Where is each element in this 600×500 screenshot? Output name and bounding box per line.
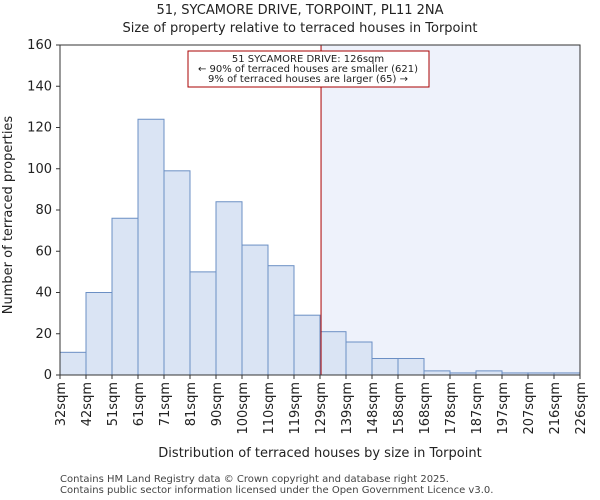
annotation-line3: 9% of terraced houses are larger (65) → <box>208 74 408 85</box>
annotation-box: 51 SYCAMORE DRIVE: 126sqm ← 90% of terra… <box>187 50 430 88</box>
y-tick-label-20: 20 <box>35 327 52 342</box>
x-tick-label-71sqm: 71sqm <box>158 382 173 426</box>
bar-32sqm <box>59 351 87 376</box>
bar-71sqm <box>163 170 191 376</box>
x-tick-label-148sqm: 148sqm <box>366 382 381 435</box>
x-tick-label-51sqm: 51sqm <box>106 382 121 426</box>
x-tick-label-158sqm: 158sqm <box>392 382 407 435</box>
annotation-line2: ← 90% of terraced houses are smaller (62… <box>198 64 418 75</box>
x-tick-label-81sqm: 81sqm <box>184 382 199 426</box>
x-tick-label-61sqm: 61sqm <box>132 382 147 426</box>
x-tick-label-187sqm: 187sqm <box>470 382 485 435</box>
y-axis-label: Number of terraced properties <box>1 116 16 315</box>
bar-168sqm <box>423 370 451 376</box>
chart-subtitle: Size of property relative to terraced ho… <box>123 21 478 36</box>
bar-61sqm <box>137 118 165 376</box>
bars-group <box>59 118 581 376</box>
x-tick-label-129sqm: 129sqm <box>314 382 329 435</box>
bar-42sqm <box>85 292 113 376</box>
y-tick-label-80: 80 <box>35 203 52 218</box>
x-tick-label-90sqm: 90sqm <box>210 382 225 426</box>
x-tick-label-197sqm: 197sqm <box>496 382 511 435</box>
x-tick-label-216sqm: 216sqm <box>548 382 563 435</box>
larger-region-highlight <box>321 45 580 375</box>
x-tick-label-168sqm: 168sqm <box>418 382 433 435</box>
x-tick-label-139sqm: 139sqm <box>340 382 355 435</box>
footer-line1: Contains HM Land Registry data © Crown c… <box>60 474 449 485</box>
bar-158sqm <box>397 358 425 376</box>
x-tick-label-32sqm: 32sqm <box>54 382 69 426</box>
y-tick-label-140: 140 <box>27 79 52 94</box>
bar-81sqm <box>189 271 217 376</box>
y-tick-label-60: 60 <box>35 244 52 259</box>
x-tick-label-178sqm: 178sqm <box>444 382 459 435</box>
bar-148sqm <box>371 358 399 376</box>
y-tick-label-40: 40 <box>35 286 52 301</box>
x-tick-label-42sqm: 42sqm <box>80 382 95 426</box>
chart-title: 51, SYCAMORE DRIVE, TORPOINT, PL11 2NA <box>156 3 443 18</box>
x-ticks: 32sqm 42sqm 51sqm 61sqm 71sqm 81sqm 90sqm 100sq… <box>54 375 589 435</box>
bar-187sqm <box>475 370 503 376</box>
y-tick-label-160: 160 <box>27 38 52 53</box>
bar-139sqm <box>345 341 373 376</box>
y-tick-label-100: 100 <box>27 162 52 177</box>
y-tick-label-120: 120 <box>27 121 52 136</box>
annotation-line1: 51 SYCAMORE DRIVE: 126sqm <box>232 54 384 65</box>
x-tick-label-110sqm: 110sqm <box>262 382 277 435</box>
x-tick-label-100sqm: 100sqm <box>236 382 251 435</box>
bar-129sqm <box>319 331 347 376</box>
x-axis-label: Distribution of terraced houses by size … <box>158 446 481 461</box>
bar-119sqm <box>293 314 321 376</box>
x-tick-label-119sqm: 119sqm <box>288 382 303 435</box>
bar-100sqm <box>241 244 269 376</box>
bar-110sqm <box>267 265 295 376</box>
bar-51sqm <box>111 217 139 376</box>
y-tick-label-0: 0 <box>44 368 52 383</box>
footer-line2: Contains public sector information licen… <box>60 485 494 496</box>
annotation-rect <box>187 50 430 88</box>
bar-90sqm <box>215 201 243 376</box>
x-tick-label-207sqm: 207sqm <box>522 382 537 435</box>
y-ticks: 0 20 40 60 80 100 120 140 160 <box>27 38 60 383</box>
x-tick-label-226sqm: 226sqm <box>574 382 589 435</box>
